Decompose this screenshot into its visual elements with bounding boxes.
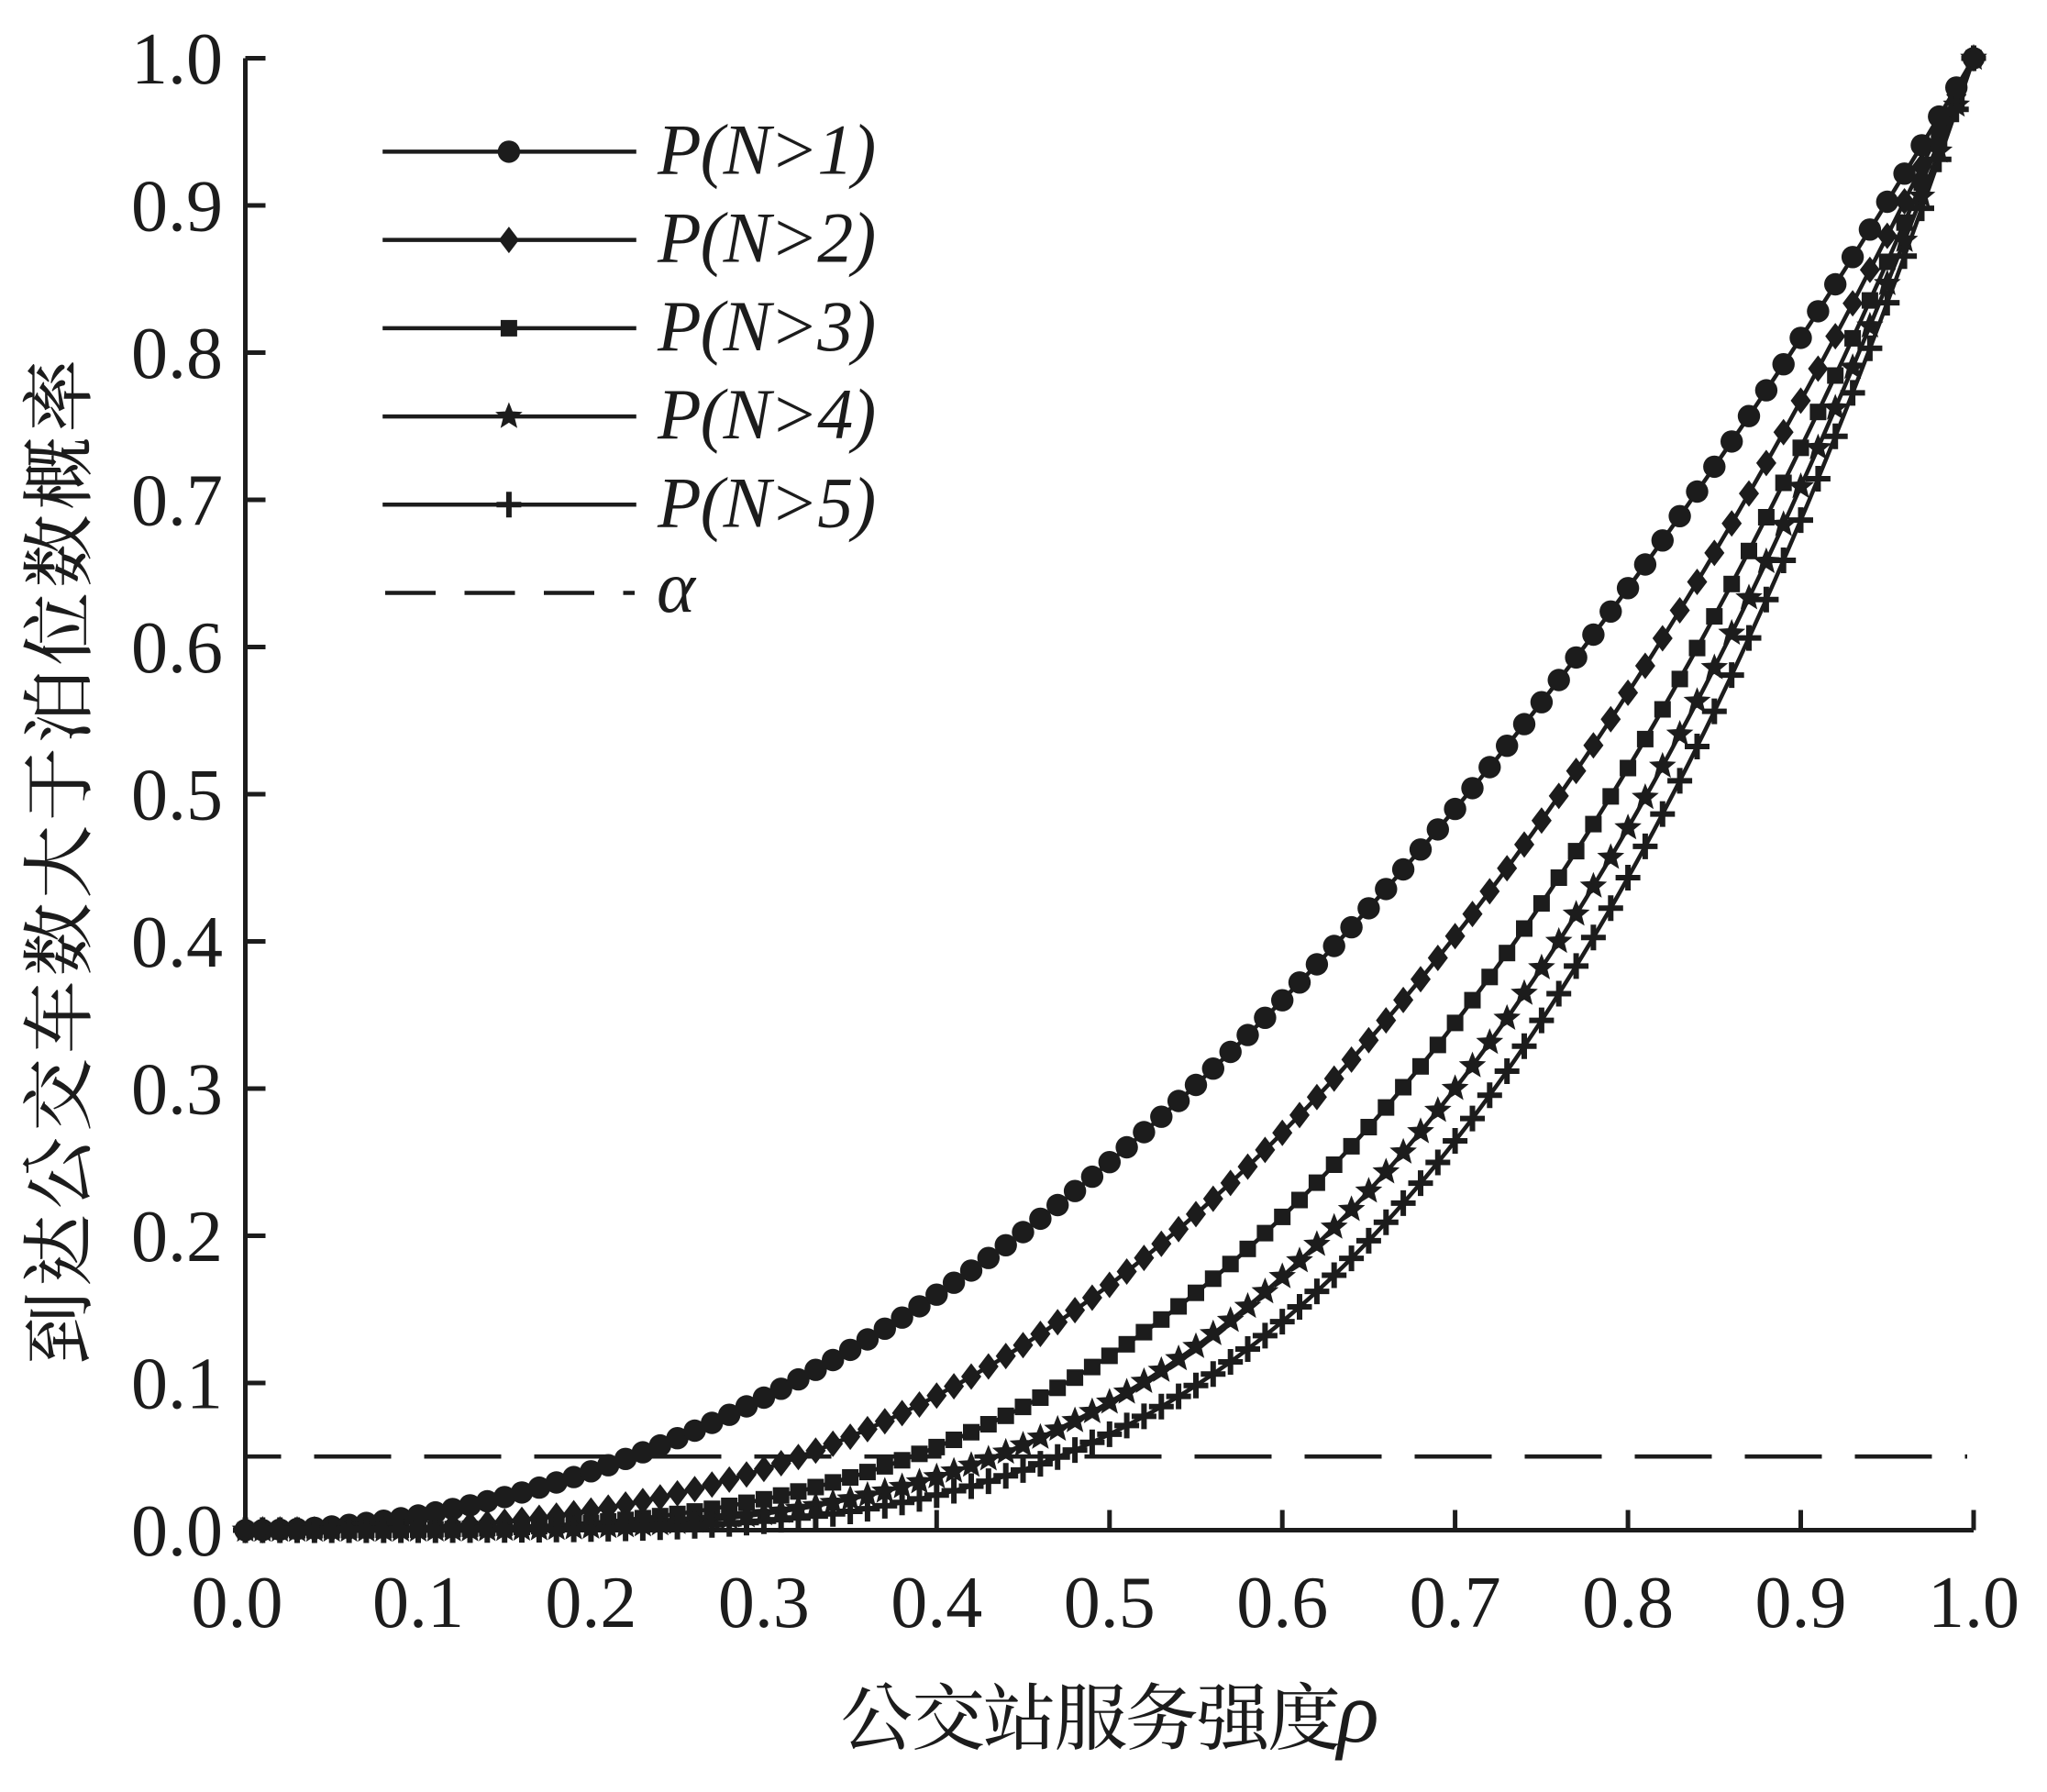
svg-text:0.7: 0.7 — [131, 461, 223, 542]
svg-text:P(N>3): P(N>3) — [657, 286, 875, 366]
svg-text:P(N>5): P(N>5) — [657, 462, 875, 542]
svg-text:0.2: 0.2 — [545, 1563, 636, 1643]
svg-text:0.6: 0.6 — [131, 608, 223, 689]
svg-text:P(N>2): P(N>2) — [657, 198, 875, 278]
svg-text:0.0: 0.0 — [192, 1563, 283, 1643]
svg-text:0.8: 0.8 — [131, 314, 223, 394]
svg-text:0.5: 0.5 — [131, 756, 223, 836]
svg-text:0.6: 0.6 — [1236, 1563, 1328, 1643]
svg-text:0.5: 0.5 — [1064, 1563, 1156, 1643]
svg-text:0.9: 0.9 — [1755, 1563, 1847, 1643]
svg-text:0.2: 0.2 — [131, 1197, 223, 1278]
svg-text:α: α — [657, 548, 697, 628]
svg-text:0.1: 0.1 — [372, 1563, 464, 1643]
svg-text:1.0: 1.0 — [131, 19, 223, 100]
svg-text:0.4: 0.4 — [891, 1563, 982, 1643]
svg-text:P(N>4): P(N>4) — [657, 374, 875, 454]
svg-text:0.9: 0.9 — [131, 167, 223, 248]
svg-text:0.4: 0.4 — [131, 902, 223, 983]
svg-text:0.7: 0.7 — [1410, 1563, 1501, 1643]
svg-text:0.8: 0.8 — [1582, 1563, 1674, 1643]
svg-text:0.0: 0.0 — [131, 1491, 223, 1572]
svg-text:0.3: 0.3 — [131, 1050, 223, 1131]
svg-text:P(N>1): P(N>1) — [657, 109, 875, 189]
svg-text:0.3: 0.3 — [718, 1563, 810, 1643]
svg-text:1.0: 1.0 — [1928, 1563, 2019, 1643]
svg-text:0.1: 0.1 — [131, 1344, 223, 1425]
svg-text:ρ: ρ — [1334, 1664, 1379, 1761]
